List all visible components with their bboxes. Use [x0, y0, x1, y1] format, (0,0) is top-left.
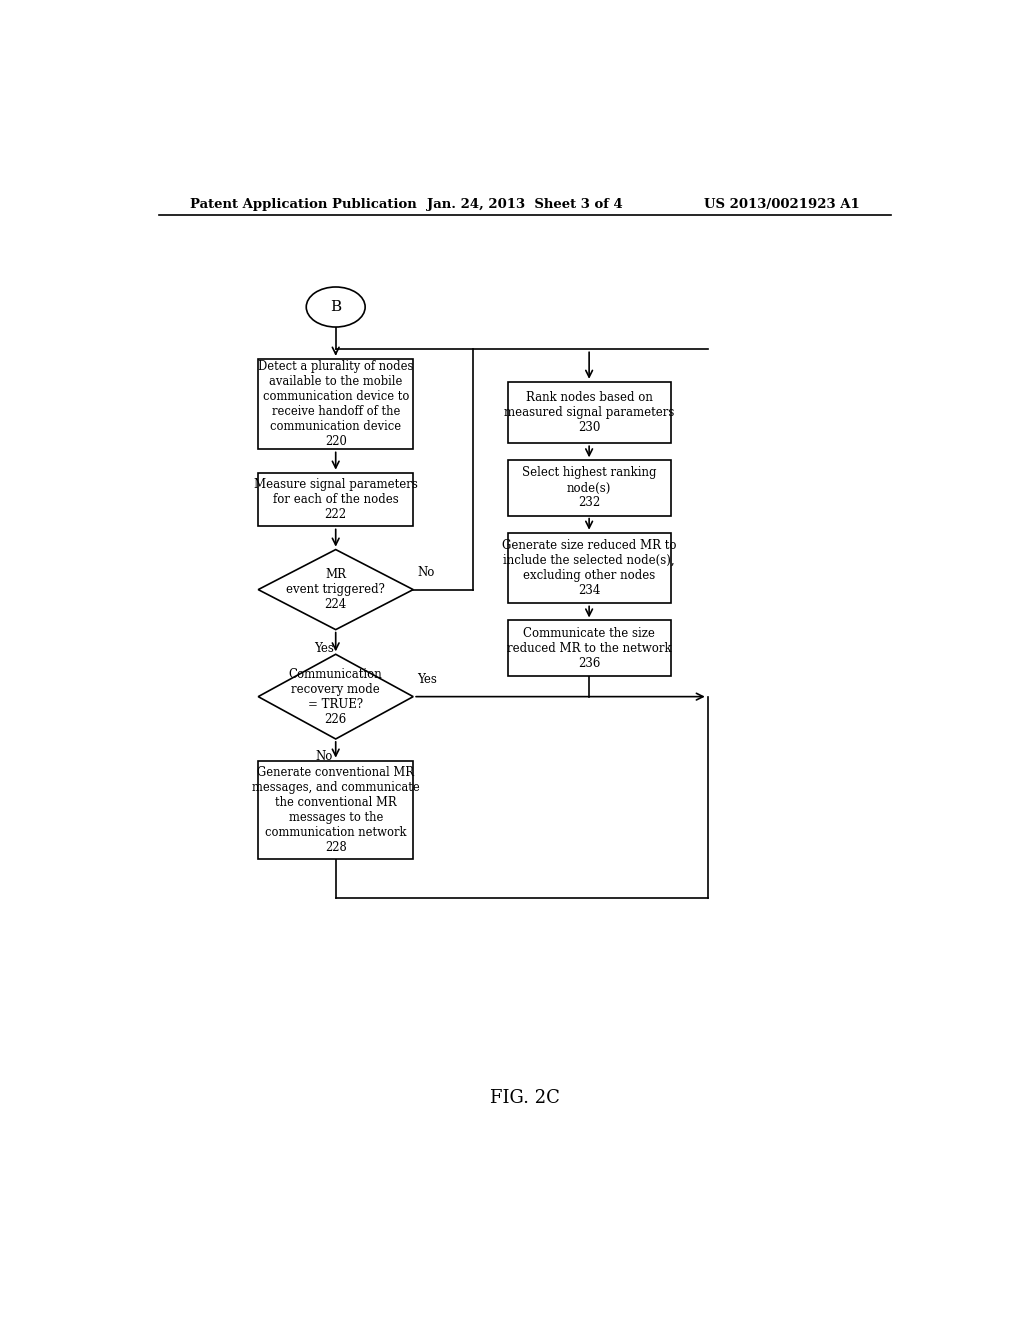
Text: Patent Application Publication: Patent Application Publication: [190, 198, 417, 211]
Text: No: No: [417, 566, 434, 579]
FancyBboxPatch shape: [508, 381, 671, 444]
Text: FIG. 2C: FIG. 2C: [489, 1089, 560, 1106]
Text: Rank nodes based on
measured signal parameters
230: Rank nodes based on measured signal para…: [504, 391, 675, 434]
Ellipse shape: [306, 286, 366, 327]
Text: Communicate the size
reduced MR to the network
236: Communicate the size reduced MR to the n…: [507, 627, 672, 669]
Text: Jan. 24, 2013  Sheet 3 of 4: Jan. 24, 2013 Sheet 3 of 4: [427, 198, 623, 211]
Polygon shape: [258, 655, 414, 739]
Text: Measure signal parameters
for each of the nodes
222: Measure signal parameters for each of th…: [254, 478, 418, 521]
FancyBboxPatch shape: [258, 760, 414, 859]
Text: Select highest ranking
node(s)
232: Select highest ranking node(s) 232: [522, 466, 656, 510]
Text: US 2013/0021923 A1: US 2013/0021923 A1: [703, 198, 859, 211]
FancyBboxPatch shape: [508, 620, 671, 676]
Text: Yes: Yes: [417, 673, 437, 686]
Text: Communication
recovery mode
= TRUE?
226: Communication recovery mode = TRUE? 226: [289, 668, 383, 726]
FancyBboxPatch shape: [258, 473, 414, 527]
Text: Yes: Yes: [314, 642, 334, 655]
FancyBboxPatch shape: [258, 359, 414, 449]
Text: No: No: [315, 750, 333, 763]
Text: Generate size reduced MR to
include the selected node(s),
excluding other nodes
: Generate size reduced MR to include the …: [502, 539, 677, 597]
Text: MR
event triggered?
224: MR event triggered? 224: [287, 568, 385, 611]
Polygon shape: [258, 549, 414, 630]
Text: Generate conventional MR
messages, and communicate
the conventional MR
messages : Generate conventional MR messages, and c…: [252, 766, 420, 854]
Text: Detect a plurality of nodes
available to the mobile
communication device to
rece: Detect a plurality of nodes available to…: [258, 360, 414, 447]
Text: B: B: [330, 300, 341, 314]
FancyBboxPatch shape: [508, 533, 671, 603]
FancyBboxPatch shape: [508, 461, 671, 516]
